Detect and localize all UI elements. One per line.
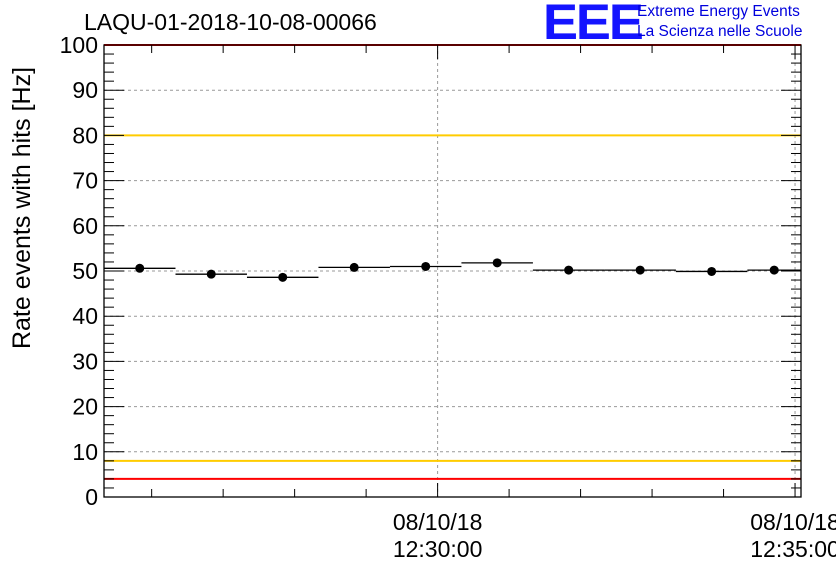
data-point [604, 265, 676, 275]
point-marker [492, 258, 502, 268]
point-marker [421, 261, 431, 271]
x-tick-time-label: 12:30:00 [393, 536, 483, 562]
data-point [389, 261, 462, 271]
grid [104, 45, 801, 497]
y-tick-label: 0 [85, 484, 98, 510]
y-tick-label: 10 [72, 439, 98, 465]
y-tick-label: 50 [72, 258, 98, 284]
data-point [318, 262, 390, 272]
data-point [747, 265, 801, 275]
y-tick-label: 20 [72, 394, 98, 420]
data-point [532, 265, 605, 275]
y-tick-label: 40 [72, 303, 98, 329]
point-marker [206, 269, 216, 279]
y-tick-label: 60 [72, 213, 98, 239]
y-tick-labels: 0 10 20 30 40 50 60 70 80 90 100 [60, 32, 98, 510]
chart-title: LAQU-01-2018-10-08-00066 [84, 9, 377, 35]
point-marker [769, 265, 779, 275]
data-point [175, 269, 247, 279]
axis-ticks [104, 44, 801, 498]
data-points [104, 258, 801, 282]
point-marker [135, 263, 145, 273]
data-point [461, 258, 533, 268]
point-marker [349, 262, 359, 272]
data-point [675, 266, 748, 276]
data-point [104, 263, 176, 273]
y-tick-label: 80 [72, 122, 98, 148]
y-tick-label: 30 [72, 348, 98, 374]
logo-line-2: La Scienza nelle Scuole [637, 23, 803, 40]
y-tick-label: 90 [72, 77, 98, 103]
point-marker [564, 265, 574, 275]
logo-mark: EEE [543, 0, 644, 50]
data-point [246, 272, 319, 282]
y-tick-label: 70 [72, 168, 98, 194]
eee-logo: EEE Extreme Energy Events La Scienza nel… [543, 0, 836, 50]
logo-line-1: Extreme Energy Events [637, 3, 800, 20]
x-tick-time-label: 12:35:00 [750, 536, 836, 562]
x-tick-date-label: 08/10/18 [750, 509, 836, 535]
reference-lines [104, 44, 801, 480]
point-marker [707, 266, 717, 276]
point-marker [278, 272, 288, 282]
y-tick-label: 100 [60, 32, 98, 58]
x-tick-date-label: 08/10/18 [393, 509, 483, 535]
point-marker [635, 265, 645, 275]
